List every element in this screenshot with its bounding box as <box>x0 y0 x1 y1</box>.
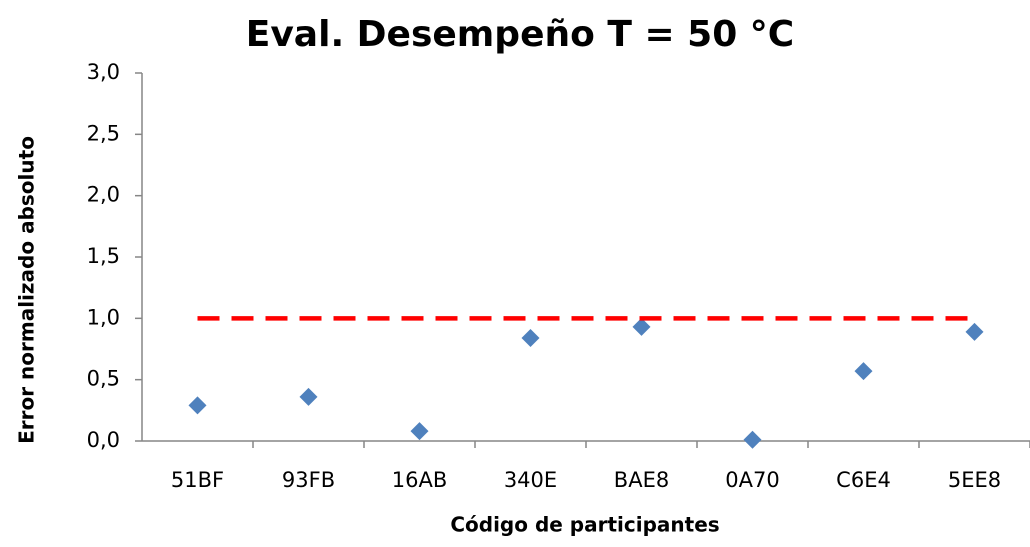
data-point <box>188 396 207 415</box>
x-tick-label: 51BF <box>171 468 224 492</box>
data-point <box>299 387 318 406</box>
x-tick-label: 16AB <box>392 468 448 492</box>
x-tick-label: 93FB <box>282 468 335 492</box>
x-tick-label: 340E <box>504 468 557 492</box>
x-axis-title: Código de participantes <box>450 513 719 537</box>
y-tick-label: 1,0 <box>87 305 120 329</box>
x-tick-label: C6E4 <box>836 468 891 492</box>
data-point <box>521 328 540 347</box>
x-tick-label: BAE8 <box>614 468 669 492</box>
chart-title: Eval. Desempeño T = 50 °C <box>246 14 794 55</box>
y-tick-label: 1,5 <box>87 244 120 268</box>
data-point <box>965 322 984 341</box>
y-tick-label: 0,5 <box>87 367 120 391</box>
data-point <box>743 430 762 449</box>
data-point <box>632 317 651 336</box>
y-tick-label: 0,0 <box>87 428 120 452</box>
data-point <box>410 422 429 441</box>
y-tick-label: 2,0 <box>87 183 120 207</box>
x-tick-label: 5EE8 <box>948 468 1001 492</box>
x-tick-label: 0A70 <box>725 468 779 492</box>
y-tick-label: 2,5 <box>87 121 120 145</box>
data-point <box>854 362 873 381</box>
y-axis-title: Error normalizado absoluto <box>15 136 39 444</box>
y-tick-label: 3,0 <box>87 60 120 84</box>
